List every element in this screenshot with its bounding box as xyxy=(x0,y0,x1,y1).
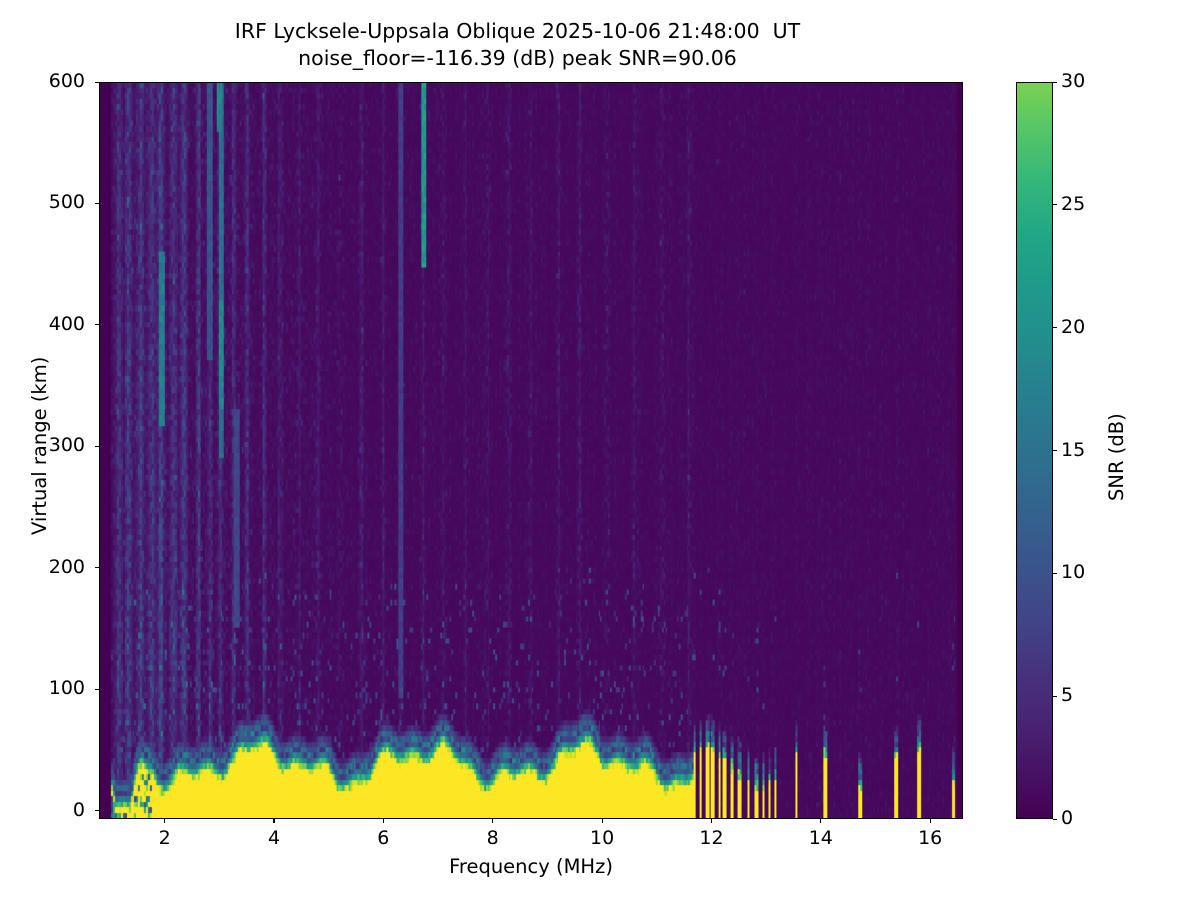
y-axis-label: Virtual range (km) xyxy=(28,356,51,535)
colorbar-tick-label: 30 xyxy=(1061,70,1086,92)
y-tick-label: 200 xyxy=(48,555,85,578)
ionogram-plot-area xyxy=(99,82,963,819)
x-axis-label: Frequency (MHz) xyxy=(449,855,613,878)
colorbar-tick-label: 10 xyxy=(1061,561,1086,584)
colorbar-tick-label: 5 xyxy=(1061,684,1074,707)
y-tick-label: 500 xyxy=(48,191,85,214)
x-tick-mark xyxy=(820,819,822,823)
colorbar-tick-mark xyxy=(1053,572,1057,574)
figure-title: IRF Lycksele-Uppsala Oblique 2025-10-06 … xyxy=(0,18,1035,71)
y-tick-mark xyxy=(95,445,99,447)
y-tick-mark xyxy=(95,324,99,326)
colorbar-tick-label: 25 xyxy=(1061,192,1086,215)
colorbar-tick-label: 15 xyxy=(1061,438,1086,461)
title-line-1: IRF Lycksele-Uppsala Oblique 2025-10-06 … xyxy=(234,19,801,43)
colorbar-tick-mark xyxy=(1053,81,1057,83)
y-tick-mark xyxy=(95,202,99,204)
y-tick-mark xyxy=(95,81,99,83)
x-tick-mark xyxy=(492,819,494,823)
y-tick-label: 600 xyxy=(48,70,85,92)
x-tick-label: 6 xyxy=(377,827,390,849)
x-tick-mark xyxy=(273,819,275,823)
ionogram-heatmap-canvas xyxy=(100,83,962,818)
x-tick-mark xyxy=(382,819,384,823)
x-tick-label: 4 xyxy=(267,827,281,849)
x-tick-mark xyxy=(601,819,603,823)
x-tick-label: 8 xyxy=(486,827,499,849)
y-tick-mark xyxy=(95,810,99,812)
colorbar-tick-mark xyxy=(1053,818,1057,820)
y-tick-mark xyxy=(95,688,99,690)
colorbar-tick-label: 20 xyxy=(1061,315,1086,338)
x-tick-mark xyxy=(164,819,166,823)
x-tick-label: 10 xyxy=(589,827,615,849)
x-tick-label: 16 xyxy=(918,827,943,849)
y-tick-label: 300 xyxy=(48,434,85,457)
colorbar-tick-mark xyxy=(1053,327,1057,329)
x-tick-mark xyxy=(929,819,931,823)
x-tick-label: 12 xyxy=(699,827,724,849)
y-tick-label: 400 xyxy=(48,312,85,335)
y-tick-mark xyxy=(95,567,99,569)
colorbar-tick-mark xyxy=(1053,204,1057,206)
x-tick-label: 14 xyxy=(808,827,833,849)
y-tick-label: 0 xyxy=(72,798,85,821)
y-tick-label: 100 xyxy=(48,677,85,700)
title-line-2: noise_floor=-116.39 (dB) peak SNR=90.06 xyxy=(298,45,737,70)
x-tick-label: 2 xyxy=(158,827,171,849)
colorbar-tick-mark xyxy=(1053,450,1057,452)
colorbar-tick-label: 0 xyxy=(1061,807,1074,829)
x-tick-mark xyxy=(710,819,713,823)
colorbar-tick-mark xyxy=(1053,695,1057,697)
colorbar xyxy=(1016,82,1053,819)
colorbar-label: SNR (dB) xyxy=(1105,412,1128,501)
